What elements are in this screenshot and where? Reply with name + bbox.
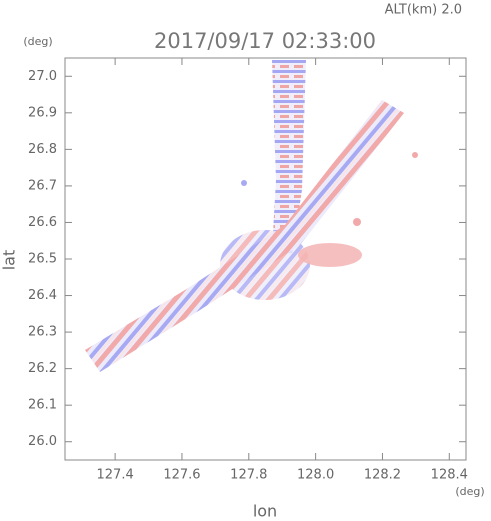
radar-echo — [85, 60, 418, 372]
x-axis-label: lon — [253, 502, 277, 521]
y-tick-label: 26.3 — [28, 325, 57, 340]
y-tick-label: 26.2 — [28, 361, 57, 376]
y-tick-label: 26.1 — [28, 398, 57, 413]
y-tick-label: 26.5 — [28, 252, 57, 267]
y-tick-label: 26.4 — [28, 288, 57, 303]
x-tick-label: 128.2 — [364, 468, 401, 483]
y-tick-label: 26.7 — [28, 178, 57, 193]
x-tick-label: 127.8 — [230, 468, 267, 483]
subtitle: ALT(km) 2.0 — [385, 3, 462, 18]
y-tick-label: 26.0 — [28, 434, 57, 449]
y-unit: (deg) — [23, 35, 52, 48]
y-axis-label: lat — [0, 250, 19, 271]
x-tick-label: 128.4 — [431, 468, 468, 483]
y-tick-label: 26.6 — [28, 215, 57, 230]
y-tick-label: 27.0 — [28, 69, 57, 84]
y-tick-label: 26.8 — [28, 142, 57, 157]
x-tick-label: 128.0 — [297, 468, 334, 483]
x-tick-label: 127.6 — [163, 468, 200, 483]
chart-title: 2017/09/17 02:33:00 — [154, 29, 376, 53]
y-tick-label: 26.9 — [28, 105, 57, 120]
x-tick-label: 127.4 — [97, 468, 134, 483]
x-unit: (deg) — [455, 485, 484, 498]
